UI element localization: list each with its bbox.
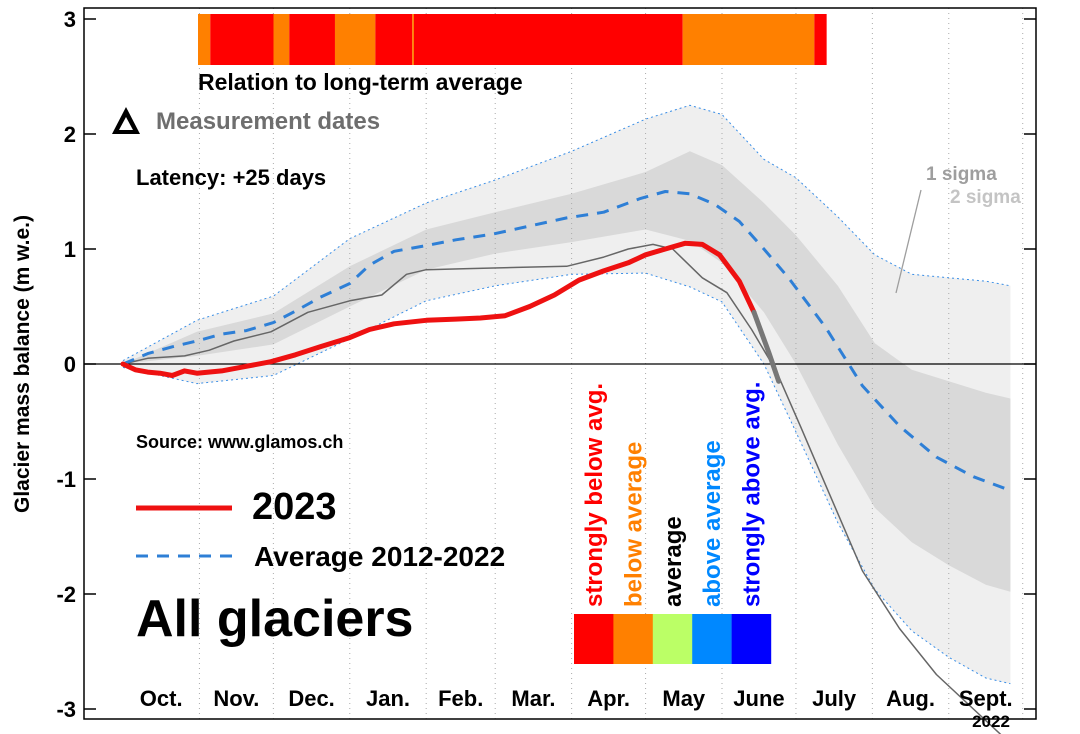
latency-label: Latency: +25 days bbox=[136, 165, 326, 190]
category-swatch-average bbox=[652, 614, 693, 664]
x-month-label: Aug. bbox=[886, 686, 935, 711]
band-1-sigma bbox=[123, 151, 1011, 592]
sigma2-label: 2 sigma bbox=[950, 187, 1021, 208]
measurement-dates-annotation: Measurement dates bbox=[112, 107, 380, 135]
category-label-average: average bbox=[660, 516, 687, 607]
x-month-label: Dec. bbox=[288, 686, 334, 711]
x-month-label: Mar. bbox=[511, 686, 555, 711]
y-tick-label: -1 bbox=[56, 467, 76, 492]
y-axis-label: Glacier mass balance (m w.e.) bbox=[11, 215, 34, 513]
relation-bar-title: Relation to long-term average bbox=[198, 69, 523, 95]
relation-segment-strongly-below bbox=[413, 14, 683, 65]
band-2-sigma-upper-edge bbox=[122, 104, 1011, 362]
series-2022 bbox=[122, 243, 1002, 734]
sigma-pointer-line bbox=[895, 189, 922, 294]
category-label-below: below average bbox=[620, 442, 647, 607]
y-tick-label: -3 bbox=[56, 697, 76, 722]
y-axis-ticks: -3 -2 -1 0 1 2 3 bbox=[56, 7, 1036, 722]
relation-segment-below bbox=[198, 14, 211, 65]
end-year-label: 2022 bbox=[972, 712, 1010, 731]
category-label-above: above average bbox=[699, 440, 726, 607]
measurement-dates-label: Measurement dates bbox=[156, 108, 380, 135]
category-legend: strongly below avg. below average average a… bbox=[574, 382, 772, 664]
x-month-label: Oct. bbox=[140, 686, 183, 711]
x-month-label: June bbox=[733, 686, 784, 711]
sigma1-label: 1 sigma bbox=[926, 164, 997, 185]
y-tick-label: 3 bbox=[64, 7, 76, 32]
series-legend: 2023 Average 2012-2022 bbox=[136, 486, 505, 572]
x-month-label: Sept. bbox=[959, 686, 1013, 711]
relation-segment-strongly-below bbox=[375, 14, 413, 65]
category-swatch-strongly-below bbox=[574, 614, 614, 664]
x-month-label: Jan. bbox=[366, 686, 410, 711]
x-month-label: Nov. bbox=[213, 686, 259, 711]
category-swatch-strongly-above bbox=[731, 614, 772, 664]
category-swatch-below bbox=[613, 614, 653, 664]
legend-2023-label: 2023 bbox=[252, 486, 337, 528]
legend-average-label: Average 2012-2022 bbox=[254, 541, 505, 572]
x-month-label: Feb. bbox=[438, 686, 483, 711]
category-swatch-above bbox=[692, 614, 732, 664]
relation-segment-strongly-below bbox=[814, 14, 827, 65]
x-axis-month-labels: Oct. Nov. Dec. Jan. Feb. Mar. Apr. May June July A… bbox=[140, 686, 1013, 711]
relation-segment-below bbox=[273, 14, 290, 65]
sigma-annotations: 1 sigma 2 sigma bbox=[895, 164, 1021, 294]
series-2023-latency bbox=[751, 309, 782, 384]
band-2-sigma-lower-edge bbox=[122, 272, 1011, 685]
relation-segment-strongly-below bbox=[210, 14, 274, 65]
relation-segment-below bbox=[682, 14, 815, 65]
x-month-label: Apr. bbox=[587, 686, 630, 711]
series-Average-2012-2022 bbox=[122, 190, 1011, 492]
y-tick-label: 0 bbox=[64, 352, 76, 377]
y-tick-label: 1 bbox=[64, 237, 76, 262]
relation-bar bbox=[198, 14, 827, 65]
chart-title: All glaciers bbox=[136, 590, 413, 648]
y-tick-label: 2 bbox=[64, 122, 76, 147]
series-2023 bbox=[120, 240, 757, 378]
x-month-label: July bbox=[812, 686, 857, 711]
relation-segment-below bbox=[334, 14, 376, 65]
sigma-bands bbox=[122, 104, 1011, 685]
series-lines bbox=[120, 190, 1011, 734]
y-tick-label: -2 bbox=[56, 582, 76, 607]
source-label: Source: www.glamos.ch bbox=[136, 432, 343, 452]
x-month-label: May bbox=[662, 686, 706, 711]
relation-segment-strongly-below bbox=[289, 14, 335, 65]
measurement-triangle-icon-inner bbox=[119, 117, 133, 130]
category-label-strongly-above: strongly above avg. bbox=[739, 382, 766, 607]
relation-segment-below bbox=[412, 14, 414, 65]
category-label-strongly-below: strongly below avg. bbox=[581, 383, 608, 607]
